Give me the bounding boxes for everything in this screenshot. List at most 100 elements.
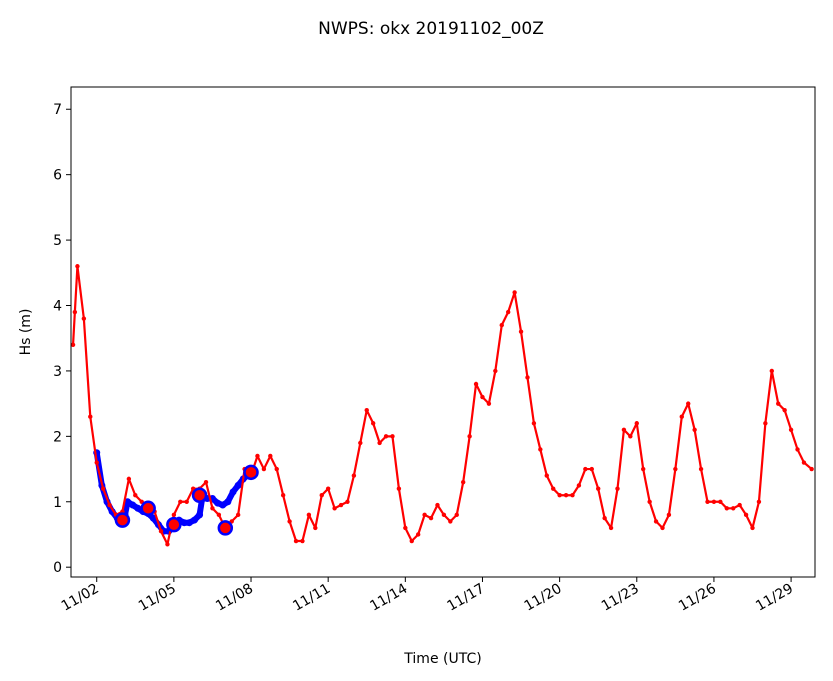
forecast-point (100, 486, 106, 491)
forecast-point (525, 375, 530, 380)
forecast-point (332, 506, 337, 511)
forecast-point (737, 502, 742, 508)
forecast-point (422, 512, 427, 518)
forecast-point (666, 512, 672, 518)
forecast-point (486, 401, 492, 406)
forecast-point (235, 512, 241, 518)
forecast-point (435, 502, 440, 508)
forecast-point (71, 342, 76, 347)
observed-point (134, 504, 142, 512)
forecast-point (133, 493, 138, 498)
forecast-point (544, 473, 549, 478)
forecast-point (679, 414, 684, 419)
forecast-point (403, 525, 408, 531)
forecast-point (647, 499, 652, 504)
forecast-point (467, 434, 472, 439)
forecast-point (345, 499, 350, 504)
observed-point (180, 519, 188, 527)
observed-point (196, 511, 204, 519)
forecast-point (608, 525, 614, 531)
observed-point (224, 498, 232, 506)
forecast-point (589, 466, 594, 472)
observed-daily-marker (140, 500, 156, 517)
forecast-point (634, 421, 639, 426)
forecast-point (493, 368, 498, 374)
forecast-point (88, 414, 93, 419)
x-tick-label: 11/11 (290, 581, 333, 615)
y-tick-label: 4 (53, 299, 62, 315)
observed-point (229, 488, 237, 496)
plot-frame (70, 86, 816, 578)
forecast-point (94, 460, 99, 465)
forecast-point (306, 512, 312, 518)
forecast-point (287, 519, 292, 524)
forecast-point (313, 525, 318, 531)
forecast-point (615, 486, 620, 491)
forecast-point (538, 447, 543, 452)
forecast-point (473, 381, 479, 387)
forecast-point (512, 290, 517, 295)
forecast-point (602, 515, 607, 521)
forecast-point (454, 512, 459, 518)
y-tick-label: 2 (53, 429, 62, 445)
forecast-point (216, 512, 222, 518)
forecast-point (596, 486, 601, 491)
forecast-point (300, 538, 305, 544)
forecast-point (274, 466, 279, 472)
forecast-point (448, 519, 453, 524)
forecast-point (583, 466, 588, 472)
x-tick-label: 11/23 (599, 581, 642, 615)
forecast-point (673, 466, 678, 472)
forecast-point (351, 473, 357, 478)
forecast-point (763, 421, 768, 426)
forecast-point (750, 525, 755, 531)
forecast-point (505, 309, 511, 315)
forecast-point (415, 532, 421, 537)
y-tick-label: 3 (53, 364, 62, 380)
forecast-point (280, 493, 286, 498)
x-tick-label: 11/14 (367, 581, 410, 615)
forecast-point (171, 512, 177, 518)
x-axis-label: Time (UTC) (403, 651, 481, 667)
forecast-point (698, 466, 704, 472)
observed-point (185, 519, 193, 527)
forecast-point (184, 499, 189, 504)
forecast-point (268, 453, 273, 459)
forecast-point (370, 421, 376, 426)
forecast-point (460, 479, 466, 485)
forecast-point (255, 453, 260, 459)
forecast-point (210, 506, 215, 511)
forecast-point (126, 476, 132, 482)
forecast-point (570, 493, 575, 498)
x-tick-label: 11/17 (445, 581, 488, 615)
forecast-point (377, 440, 382, 446)
forecast-point (711, 499, 717, 504)
forecast-point (550, 486, 556, 491)
observed-daily-marker (243, 464, 259, 481)
x-tick-label: 11/05 (136, 581, 179, 615)
forecast-point (383, 434, 389, 439)
observed-point (129, 501, 137, 509)
forecast-point (686, 401, 691, 406)
forecast-point (338, 502, 344, 508)
x-tick-label: 11/20 (522, 581, 565, 615)
forecast-point (518, 329, 524, 334)
forecast-point (75, 264, 80, 269)
y-tick-label: 6 (53, 168, 62, 184)
forecast-point (563, 493, 569, 498)
x-tick-label: 11/26 (676, 581, 719, 615)
forecast-point (428, 515, 434, 521)
forecast-point (203, 479, 209, 485)
x-tick-label: 11/29 (753, 581, 796, 615)
y-tick-label: 7 (53, 102, 62, 118)
observed-point (219, 501, 227, 509)
x-tick-label: 11/02 (59, 581, 102, 615)
y-tick-label: 5 (53, 233, 62, 249)
forecast-point (319, 493, 324, 498)
forecast-point (409, 538, 414, 544)
observed-daily-marker (166, 516, 182, 533)
plot-area (71, 264, 814, 547)
forecast-point (809, 466, 814, 472)
